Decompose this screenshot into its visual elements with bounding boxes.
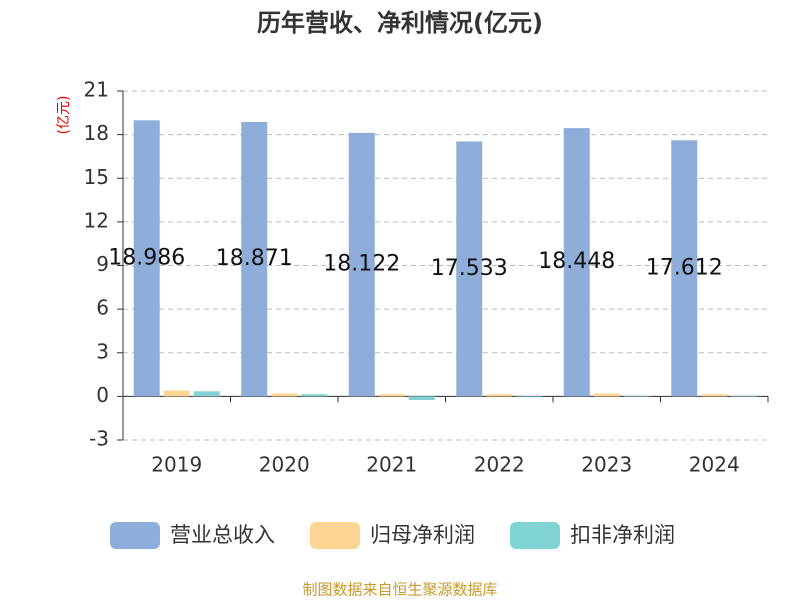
bar — [671, 140, 698, 397]
x-tick-label: 2022 — [474, 453, 525, 477]
bar — [271, 393, 298, 397]
bar — [701, 394, 728, 397]
bar — [408, 396, 435, 401]
bar — [301, 394, 328, 397]
legend-label: 营业总收入 — [170, 523, 275, 547]
data-label: 18.986 — [108, 245, 185, 270]
bar — [731, 396, 758, 397]
bar — [486, 394, 513, 397]
y-tick-label: 15 — [84, 165, 109, 189]
y-axis-label: (亿元) — [56, 96, 72, 135]
data-label: 18.871 — [216, 246, 293, 271]
source-note: 制图数据来自恒生聚源数据库 — [302, 581, 497, 599]
y-tick-label: 9 — [96, 252, 109, 276]
y-tick-label: 21 — [84, 78, 109, 102]
y-tick-label: 3 — [96, 339, 109, 363]
legend-swatch — [510, 522, 560, 549]
y-tick-label: -3 — [89, 427, 109, 451]
x-tick-label: 2023 — [581, 453, 632, 477]
y-tick-label: 0 — [96, 383, 109, 407]
bar — [348, 132, 375, 397]
bar — [193, 391, 220, 397]
bar — [456, 141, 483, 397]
data-label: 18.448 — [538, 249, 615, 274]
bar — [133, 120, 160, 397]
legend-swatch — [310, 522, 360, 549]
legend-swatch — [110, 522, 160, 549]
x-tick-label: 2020 — [259, 453, 310, 477]
y-tick-label: 12 — [84, 208, 109, 232]
bar — [516, 396, 543, 398]
x-tick-label: 2021 — [366, 453, 417, 477]
bar — [563, 128, 590, 397]
legend-label: 扣非净利润 — [570, 523, 675, 547]
y-tick-label: 18 — [84, 121, 109, 145]
bar — [623, 396, 650, 397]
bar — [163, 390, 190, 397]
data-label: 18.122 — [323, 252, 400, 277]
chart-title: 历年营收、净利情况(亿元) — [257, 9, 543, 37]
bar — [378, 394, 405, 397]
y-tick-label: 6 — [96, 296, 109, 320]
data-label: 17.533 — [431, 256, 508, 281]
x-tick-label: 2019 — [151, 453, 202, 477]
bar — [241, 121, 268, 397]
legend-label: 归母净利润 — [370, 523, 475, 547]
bar — [593, 393, 620, 397]
x-tick-label: 2024 — [689, 453, 740, 477]
data-label: 17.612 — [646, 255, 723, 280]
